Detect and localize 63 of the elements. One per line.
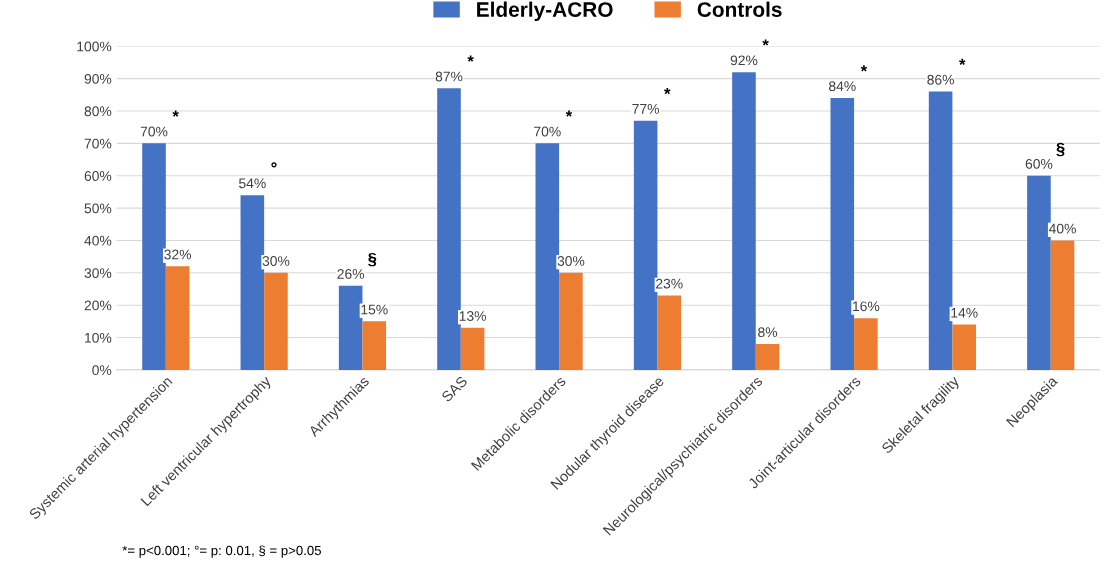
y-tick-label: 80% [84,106,112,117]
y-tick-label: 70% [84,138,112,149]
annotation: ° [271,162,277,168]
y-tick-label: 0% [92,365,112,376]
data-label: 30% [557,256,585,266]
data-label: 86% [927,74,955,85]
data-label: 26% [337,269,365,279]
data-label: 70% [534,126,561,137]
text: * [762,39,769,46]
bar [657,295,682,370]
bar [165,266,190,370]
bar [1027,175,1051,370]
bar [854,318,878,370]
text: *= p<0.001; °= p: 0.01, § = p>0.05 [122,545,321,558]
data-label: 54% [239,178,266,189]
data-label: 23% [656,278,683,289]
y-tick-label: 50% [84,203,112,214]
bar [633,120,658,370]
annotation: § [368,252,377,267]
bar [460,327,485,370]
annotation: * [860,65,868,72]
y-tick-label: 30% [84,268,112,278]
data-label: 87% [435,71,463,82]
legend-label: Controls [697,1,782,17]
data-label: 60% [1025,158,1053,169]
y-tick-label: 60% [84,171,112,181]
bar [732,72,756,370]
x-tick-label: SAS [440,375,468,403]
y-tick-label: 90% [84,73,112,84]
y-tick-label: 100% [77,41,112,52]
data-label: 77% [632,104,660,114]
bar [338,285,363,370]
data-label: 16% [853,301,880,312]
annotation: * [959,58,966,66]
bar [437,88,461,370]
data-label: 32% [164,249,192,260]
bar [1050,240,1075,370]
y-tick-label: 20% [84,300,112,311]
data-label: 70% [140,126,168,137]
bar [928,91,953,370]
bar [755,344,780,370]
data-label: 92% [730,55,758,66]
y-tick-label: 10% [85,332,112,343]
annotation: * [664,87,671,95]
legend-label: Elderly-ACRO [477,1,613,22]
annotation: * [565,110,573,117]
bar [830,98,855,370]
data-label: 40% [1048,223,1076,234]
bar [952,324,976,370]
bar [264,272,288,370]
data-label: 30% [262,256,290,266]
data-label: 8% [758,327,778,338]
bar [559,272,583,370]
annotation: § [1056,142,1065,157]
data-label: 13% [459,311,486,321]
y-tick-label: 40% [84,235,112,246]
data-label: 14% [951,307,978,318]
annotation: * [467,55,474,62]
annotation: * [172,110,179,117]
bar [142,143,166,370]
data-label: 84% [828,81,856,92]
bar [362,321,387,370]
data-label: 15% [361,304,388,315]
